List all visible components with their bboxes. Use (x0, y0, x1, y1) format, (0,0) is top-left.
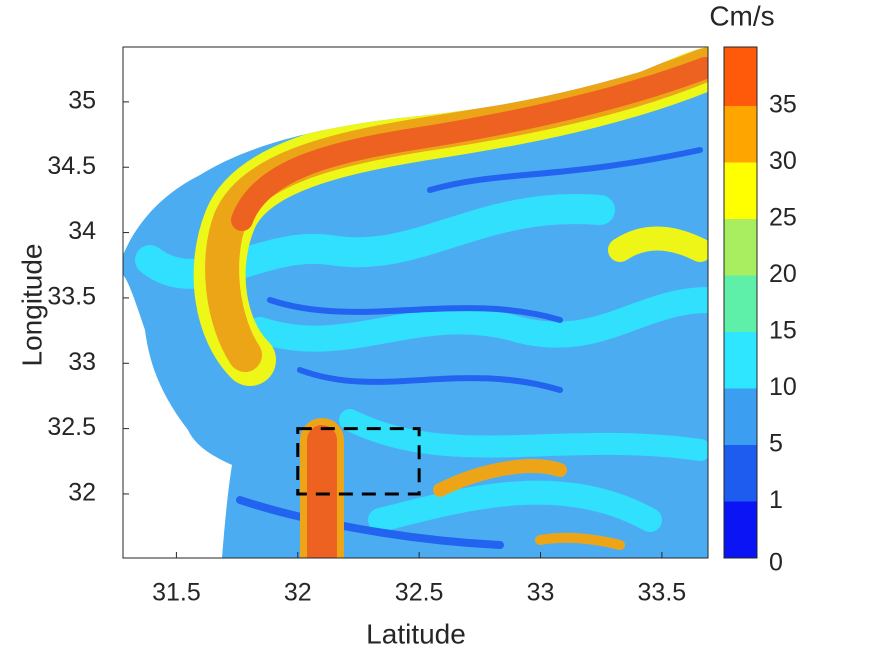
velocity-field (123, 47, 708, 558)
colorbar-tick-label: 10 (769, 373, 797, 401)
y-tick-label: 34 (68, 217, 96, 245)
colorbar-band (724, 501, 757, 558)
colorbar-band (724, 47, 757, 106)
colorbar-tick-label: 35 (769, 91, 797, 119)
x-tick-label: 31.5 (152, 579, 201, 607)
colorbar-band (724, 388, 757, 445)
x-tick-label: 32.5 (395, 579, 444, 607)
colorbar-tick-label: 0 (769, 549, 783, 577)
colorbar-band (724, 106, 757, 163)
y-axis-label: Longitude (16, 243, 47, 366)
colorbar-band (724, 445, 757, 502)
y-tick-label: 34.5 (47, 152, 96, 180)
colorbar-band (724, 332, 757, 389)
colorbar-tick-label: 1 (769, 486, 783, 514)
x-tick-label: 32 (284, 579, 312, 607)
colorbar-band (724, 219, 757, 276)
field (123, 47, 708, 558)
y-tick-label: 33.5 (47, 283, 96, 311)
y-tick-label: 32.5 (47, 413, 96, 441)
colorbar-band (724, 162, 757, 219)
colorbar-frame (723, 46, 758, 559)
x-tick-label: 33.5 (638, 579, 687, 607)
x-tick-label: 33 (527, 579, 555, 607)
colorbar-tick-label: 25 (769, 204, 797, 232)
colorbar-label: Cm/s (709, 0, 774, 31)
colorbar-tick-label: 20 (769, 260, 797, 288)
x-axis-label: Latitude (366, 618, 466, 649)
colorbar-tick-label: 5 (769, 430, 783, 458)
colorbar-tick-label: 30 (769, 147, 797, 175)
y-tick-label: 35 (68, 86, 96, 114)
y-tick-label: 33 (68, 348, 96, 376)
plot-frame (122, 46, 709, 559)
colorbar-tick-label: 15 (769, 317, 797, 345)
y-tick-label: 32 (68, 479, 96, 507)
colorbar-band (724, 275, 757, 332)
